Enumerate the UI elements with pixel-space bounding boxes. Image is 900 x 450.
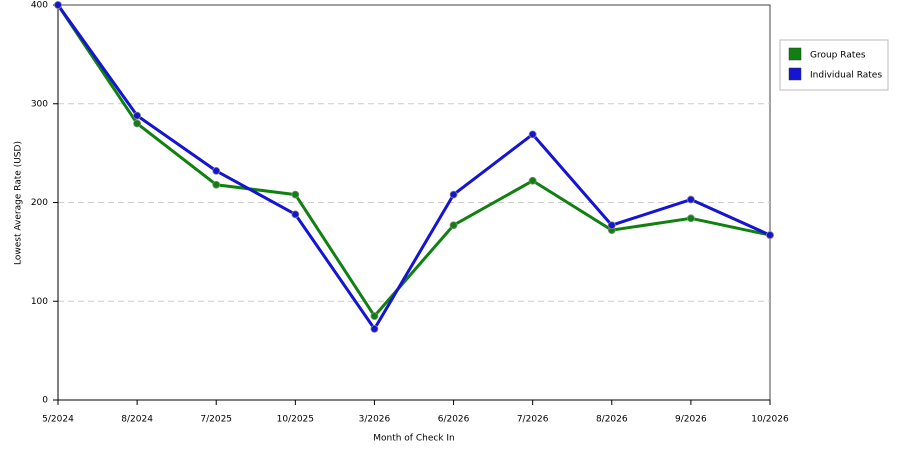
x-tick-label: 8/2024 [121,415,153,425]
legend-swatch [788,67,802,81]
point [370,324,379,333]
x-tick-label: 9/2026 [675,415,707,425]
y-tick-label: 0 [42,396,48,406]
point [133,111,142,120]
legend-label: Group Rates [810,51,866,61]
point [607,221,616,230]
point [766,231,774,239]
x-tick-label: 5/2024 [42,415,74,425]
x-tick-label: 10/2026 [751,415,789,425]
y-tick-label: 400 [31,1,48,11]
point [528,130,537,139]
point [370,312,379,320]
y-tick-label: 100 [31,297,48,307]
x-axis-title: Month of Check In [373,434,455,444]
point [54,1,62,9]
point [212,180,221,189]
x-tick-label: 3/2026 [359,415,391,425]
point [212,166,221,175]
legend-swatch [788,47,802,61]
point [686,195,695,204]
point [686,214,695,223]
y-tick-label: 200 [31,198,48,208]
series-line [56,4,771,318]
x-tick-label: 8/2026 [596,415,628,425]
point [449,190,458,199]
legend-label: Individual Rates [810,71,882,81]
point [528,176,537,185]
point [449,221,458,230]
y-axis-title: Lowest Average Rate (USD) [14,141,24,265]
point [291,190,300,199]
y-tick-label: 300 [31,99,48,109]
x-tick-label: 10/2025 [277,415,314,425]
point [291,210,300,219]
point [133,119,142,128]
x-tick-label: 6/2026 [438,415,470,425]
x-tick-label: 7/2025 [200,415,232,425]
x-tick-label: 7/2026 [517,415,549,425]
legend-box [779,39,889,91]
series-line [56,4,771,331]
